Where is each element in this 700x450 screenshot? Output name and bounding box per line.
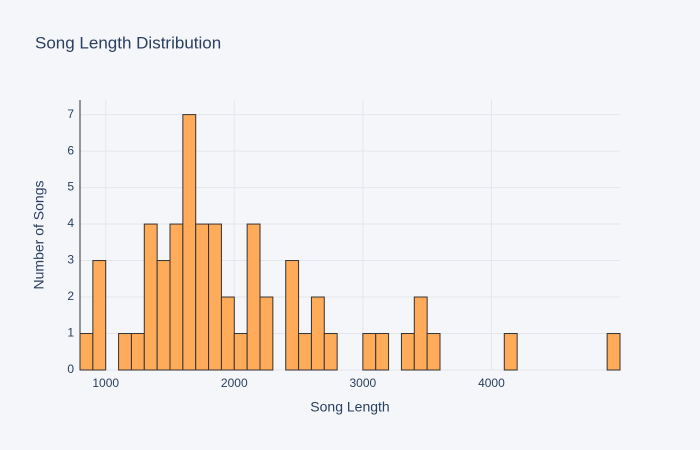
bar: [375, 333, 390, 371]
y-tick-label: 2: [67, 289, 74, 303]
x-tick-label: 3000: [350, 376, 377, 390]
bar: [413, 296, 428, 371]
bar: [195, 223, 210, 371]
y-axis-title: Number of Songs: [31, 181, 47, 290]
x-tick-label: 2000: [221, 376, 248, 390]
bar: [323, 333, 338, 371]
bar: [259, 296, 274, 371]
bar: [285, 260, 300, 371]
x-tick-label: 4000: [478, 376, 505, 390]
bar: [310, 296, 325, 371]
bar: [606, 333, 621, 371]
y-tick-label: 3: [67, 253, 74, 267]
bar: [118, 333, 132, 371]
chart-title: Song Length Distribution: [35, 33, 221, 52]
y-tick-label: 6: [67, 143, 74, 157]
y-tick-label: 5: [67, 180, 74, 194]
y-tick-label: 1: [67, 326, 74, 340]
bar: [92, 260, 107, 371]
bar: [298, 333, 312, 371]
bar: [220, 296, 235, 371]
bar: [233, 333, 248, 371]
bar: [156, 260, 171, 371]
bar: [503, 333, 518, 371]
x-axis-title: Song Length: [310, 399, 389, 415]
bar: [143, 223, 158, 371]
bar: [208, 223, 222, 371]
bar: [400, 333, 415, 371]
bar: [426, 333, 441, 371]
bar: [362, 333, 377, 371]
bar: [246, 223, 261, 371]
y-tick-label: 7: [67, 107, 74, 121]
bar: [130, 333, 145, 371]
bar: [182, 114, 197, 371]
y-tick-label: 4: [67, 216, 74, 230]
bar: [79, 333, 94, 371]
bar: [169, 223, 184, 371]
y-tick-label: 0: [67, 362, 74, 376]
x-tick-label: 1000: [92, 376, 119, 390]
